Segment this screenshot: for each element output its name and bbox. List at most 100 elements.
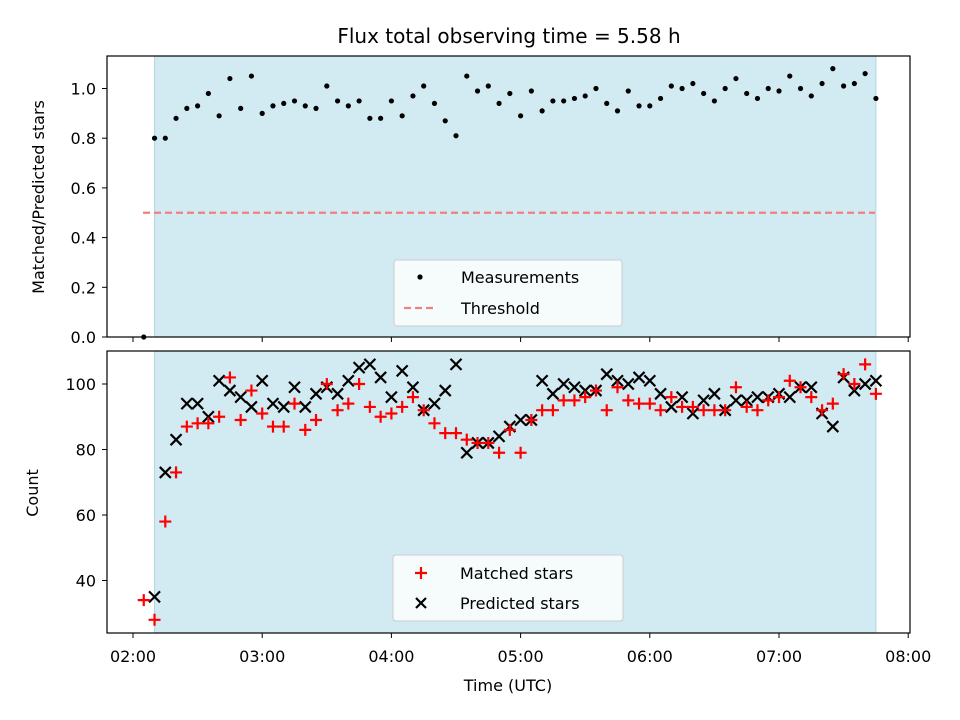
- matched-stars-point: [546, 404, 559, 417]
- predicted-stars-point: [557, 377, 570, 391]
- matched-stars-point: [751, 404, 764, 417]
- predicted-stars-point: [298, 400, 312, 414]
- measurement-point: [173, 115, 179, 121]
- predicted-stars-point: [729, 394, 743, 407]
- predicted-stars-point: [159, 466, 172, 479]
- matched-stars-point: [729, 381, 742, 394]
- measurement-point: [539, 108, 545, 114]
- matched-stars-point: [589, 384, 602, 397]
- matched-stars-point: [385, 407, 398, 420]
- measurement-point: [647, 103, 653, 109]
- matched-stars-point: [869, 387, 882, 400]
- predicted-stars-point: [632, 371, 646, 384]
- predicted-stars-point: [428, 397, 441, 410]
- predicted-stars-point: [449, 358, 463, 371]
- matched-stars-point: [363, 400, 376, 413]
- predicted-stars-point: [643, 374, 657, 388]
- measurement-point: [733, 75, 739, 82]
- matched-stars-point: [353, 378, 366, 390]
- matched-stars-point: [310, 414, 323, 427]
- legend-measurements-marker: [417, 274, 423, 280]
- chart-title: Flux total observing time = 5.58 h: [337, 24, 680, 48]
- measurement-point: [636, 103, 642, 109]
- measurement-point: [679, 85, 685, 92]
- predicted-stars-point: [783, 390, 797, 404]
- measurement-point: [259, 110, 265, 116]
- predicted-stars-point: [180, 397, 194, 410]
- matched-stars-point: [396, 400, 409, 413]
- y-tick-label: 0.8: [71, 129, 96, 148]
- matched-stars-point: [654, 404, 667, 417]
- y-tick-label: 0.0: [71, 328, 96, 347]
- legend-measurements-label: Measurements: [461, 268, 579, 287]
- measurement-point: [205, 90, 211, 97]
- measurement-point: [776, 88, 782, 94]
- bottom-legend: Matched stars Predicted stars: [392, 554, 624, 622]
- x-tick-label: 03:00: [239, 647, 285, 666]
- measurement-point: [485, 83, 491, 89]
- measurement-point: [313, 105, 319, 111]
- measurement-point: [162, 135, 168, 141]
- top-axes-frame: [106, 55, 911, 338]
- matched-stars-point: [859, 358, 872, 371]
- measurement-point: [151, 135, 158, 141]
- y-tick-label: 0.6: [71, 179, 96, 198]
- measurement-point: [722, 85, 728, 92]
- measurement-point: [582, 93, 588, 99]
- matched-stars-point: [643, 397, 656, 410]
- measurement-point: [334, 98, 341, 104]
- predicted-stars-point: [654, 387, 667, 401]
- x-tick-label: 04:00: [368, 647, 414, 666]
- matched-stars-point: [514, 446, 527, 459]
- measurement-point: [550, 98, 556, 104]
- measurement-point: [819, 80, 825, 87]
- predicted-stars-point: [342, 374, 355, 388]
- matched-stars-point: [223, 371, 236, 384]
- matched-stars-point: [320, 378, 333, 390]
- measurement-point: [808, 93, 814, 99]
- matched-stars-point: [191, 417, 204, 430]
- predicted-stars-point: [848, 384, 861, 397]
- predicted-stars-point: [438, 384, 452, 397]
- predicted-stars-point: [352, 361, 366, 374]
- predicted-stars-point: [568, 380, 581, 394]
- predicted-stars-point: [826, 420, 840, 433]
- matched-stars-point: [848, 378, 861, 390]
- legend-matched-marker: [415, 567, 427, 579]
- matched-stars-point: [493, 446, 506, 459]
- measurement-point: [765, 85, 771, 92]
- matched-stars-point: [611, 381, 624, 394]
- matched-stars-point: [794, 381, 807, 394]
- measurement-point: [399, 113, 405, 119]
- matched-stars-point: [708, 404, 721, 417]
- measurement-point: [711, 98, 718, 104]
- measurement-point: [453, 133, 459, 139]
- measurement-point: [248, 73, 255, 79]
- bottom-series-layer: [137, 358, 883, 626]
- measurement-point: [388, 98, 394, 104]
- predicted-stars-point: [255, 374, 269, 388]
- predicted-stars-point: [374, 371, 387, 384]
- top-series-layer: [141, 66, 879, 340]
- predicted-stars-point: [546, 387, 560, 401]
- legend-predicted-marker: [415, 597, 427, 609]
- matched-stars-point: [256, 407, 269, 420]
- legend-predicted-label: Predicted stars: [460, 594, 580, 613]
- bottom-y-ticks: 40 60 80 100: [65, 375, 107, 591]
- matched-stars-point: [826, 397, 839, 410]
- x-tick-label: 05:00: [498, 647, 544, 666]
- measurement-point: [668, 83, 674, 89]
- bottom-legend-box: [392, 554, 624, 622]
- predicted-stars-point: [740, 394, 753, 407]
- measurement-point: [291, 98, 298, 104]
- matched-stars-point: [568, 394, 581, 407]
- top-y-axis-label: Matched/Predicted stars: [29, 100, 48, 294]
- matched-stars-point: [471, 436, 484, 449]
- matched-stars-point: [331, 404, 344, 417]
- predicted-stars-point: [148, 590, 161, 604]
- predicted-stars-point: [288, 380, 301, 394]
- predicted-stars-point: [331, 387, 344, 401]
- matched-stars-point: [579, 391, 592, 404]
- matched-stars-point: [170, 466, 183, 479]
- predicted-stars-point: [460, 446, 474, 460]
